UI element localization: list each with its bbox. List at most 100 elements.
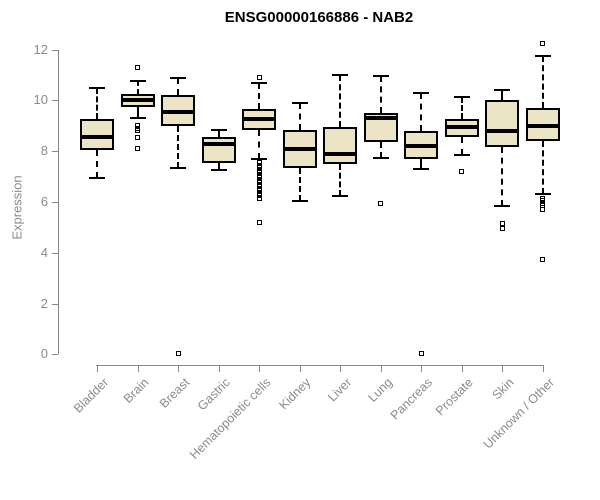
- whisker-cap-upper: [251, 81, 267, 84]
- x-tick: [259, 366, 260, 372]
- median-line: [485, 128, 519, 133]
- outlier-point: [256, 219, 262, 225]
- outlier-point: [459, 169, 464, 175]
- outlier-point: [499, 226, 505, 232]
- outlier-point: [135, 64, 140, 70]
- outlier-point: [256, 75, 262, 81]
- x-tick: [542, 366, 544, 372]
- outlier-point: [135, 128, 140, 134]
- outlier-point: [135, 123, 140, 129]
- outlier-point: [418, 350, 424, 356]
- x-tick-label: Hematopoietic cells: [186, 375, 274, 462]
- whisker-upper: [379, 76, 382, 114]
- whisker-cap-lower: [494, 204, 510, 207]
- outlier-point: [256, 162, 262, 168]
- x-tick-label: Prostate: [432, 375, 476, 419]
- whisker-lower: [298, 167, 301, 201]
- outlier-point: [540, 198, 545, 204]
- chart-title: ENSG00000166886 - NAB2: [224, 9, 414, 26]
- whisker-lower: [136, 106, 139, 119]
- whisker-lower: [217, 162, 220, 171]
- outlier-point: [540, 195, 545, 201]
- whisker-cap-upper: [372, 75, 389, 78]
- x-tick-label: Lung: [365, 375, 395, 405]
- outlier-point: [256, 167, 262, 173]
- whisker-upper: [339, 75, 341, 128]
- whisker-cap-lower: [332, 194, 348, 197]
- x-tick: [340, 366, 341, 372]
- x-tick-label: Liver: [325, 375, 355, 405]
- whisker-lower: [258, 129, 260, 159]
- outlier-point: [256, 165, 262, 171]
- outlier-point: [256, 188, 262, 194]
- median-line: [120, 98, 155, 103]
- x-tick: [137, 366, 139, 372]
- y-tick-label: 6: [40, 194, 48, 209]
- y-tick-label: 12: [33, 41, 48, 57]
- x-tick-label: Pancreas: [387, 375, 436, 423]
- x-tick: [218, 366, 220, 372]
- x-tick: [461, 366, 463, 372]
- y-axis-line: [58, 49, 59, 355]
- y-tick-label: 2: [40, 295, 48, 311]
- x-tick: [97, 366, 98, 372]
- box: [201, 137, 236, 163]
- median-line: [404, 144, 438, 149]
- whisker-cap-lower: [372, 156, 389, 159]
- outlier-point: [256, 170, 262, 176]
- whisker-lower: [541, 141, 544, 195]
- x-tick: [502, 366, 503, 372]
- x-tick: [178, 366, 179, 372]
- whisker-lower: [379, 142, 382, 158]
- median-line: [323, 151, 357, 156]
- median-line: [201, 141, 236, 146]
- whisker-cap-upper: [494, 89, 510, 92]
- outlier-point: [540, 40, 545, 46]
- box: [80, 119, 114, 150]
- y-tick-label: 8: [40, 143, 48, 159]
- whisker-lower: [460, 137, 463, 155]
- whisker-upper: [217, 129, 220, 138]
- whisker-upper: [420, 92, 422, 131]
- y-tick: [52, 354, 58, 356]
- whisker-cap-upper: [534, 54, 551, 57]
- y-tick-label: 10: [33, 92, 48, 108]
- y-tick: [52, 202, 58, 203]
- outlier-point: [540, 256, 545, 262]
- y-tick: [52, 49, 58, 51]
- x-tick-label: Skin: [489, 375, 517, 403]
- y-tick: [52, 252, 58, 254]
- median-line: [242, 117, 276, 122]
- whisker-cap-lower: [251, 157, 267, 160]
- x-tick-label: Gastric: [194, 375, 233, 414]
- outlier-point: [256, 190, 262, 196]
- whisker-lower: [339, 163, 341, 196]
- x-tick-label: Kidney: [276, 375, 314, 413]
- outlier-point: [135, 125, 140, 131]
- whisker-upper: [96, 87, 98, 120]
- whisker-lower: [501, 147, 503, 206]
- whisker-lower: [96, 149, 98, 178]
- x-tick: [380, 366, 382, 372]
- x-tick-label: Brain: [121, 375, 152, 406]
- x-tick-label: Bladder: [70, 375, 112, 416]
- whisker-cap-upper: [291, 101, 308, 104]
- whisker-lower: [420, 158, 422, 169]
- whisker-upper: [177, 77, 179, 96]
- whisker-cap-lower: [170, 166, 186, 169]
- y-tick: [52, 151, 58, 153]
- outlier-point: [135, 134, 140, 140]
- box: [323, 127, 357, 164]
- y-tick-label: 0: [40, 346, 48, 362]
- whisker-cap-upper: [170, 76, 186, 79]
- median-line: [363, 116, 398, 121]
- whisker-cap-upper: [89, 86, 105, 89]
- outlier-point: [499, 221, 505, 227]
- whisker-upper: [460, 96, 463, 120]
- median-line: [161, 109, 195, 114]
- y-tick: [52, 100, 58, 102]
- median-line: [444, 125, 479, 130]
- whisker-cap-lower: [413, 167, 429, 170]
- whisker-cap-lower: [453, 154, 470, 156]
